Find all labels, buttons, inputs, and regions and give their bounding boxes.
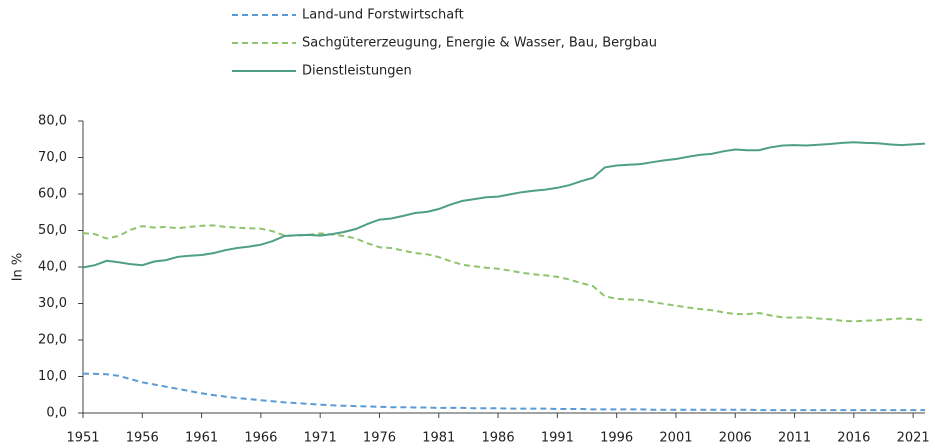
- y-tick-label: 80,0: [38, 114, 67, 129]
- x-tick-label: 2021: [897, 431, 930, 446]
- x-tick-label: 1971: [304, 431, 337, 446]
- x-tick-label: 1961: [185, 431, 218, 446]
- x-tick-label: 1986: [482, 431, 515, 446]
- y-tick-label: 70,0: [38, 150, 67, 165]
- y-tick-label: 40,0: [38, 260, 67, 275]
- y-tick-label: 0,0: [46, 406, 67, 421]
- y-tick-label: 50,0: [38, 223, 67, 238]
- legend-label: Land-und Forstwirtschaft: [302, 8, 464, 23]
- y-axis-label: In %: [11, 253, 26, 282]
- x-tick-label: 2011: [778, 431, 811, 446]
- x-tick-label: 1996: [600, 431, 633, 446]
- y-tick-label: 60,0: [38, 187, 67, 202]
- x-tick-label: 1966: [244, 431, 277, 446]
- legend-label: Sachgütererzeugung, Energie & Wasser, Ba…: [302, 36, 657, 51]
- x-tick-label: 1951: [66, 431, 99, 446]
- legend-label: Dienstleistungen: [302, 64, 412, 79]
- y-tick-label: 10,0: [38, 369, 67, 384]
- x-tick-label: 1976: [363, 431, 396, 446]
- y-tick-label: 30,0: [38, 296, 67, 311]
- x-tick-label: 1981: [422, 431, 455, 446]
- x-tick-label: 2006: [719, 431, 752, 446]
- x-tick-label: 2001: [659, 431, 692, 446]
- series-line: [82, 141, 926, 269]
- x-tick-label: 1956: [126, 431, 159, 446]
- x-tick-label: 2016: [837, 431, 870, 446]
- x-tick-label: 1991: [541, 431, 574, 446]
- series-line: [82, 372, 925, 412]
- series-line: [82, 224, 926, 323]
- y-tick-label: 20,0: [38, 333, 67, 348]
